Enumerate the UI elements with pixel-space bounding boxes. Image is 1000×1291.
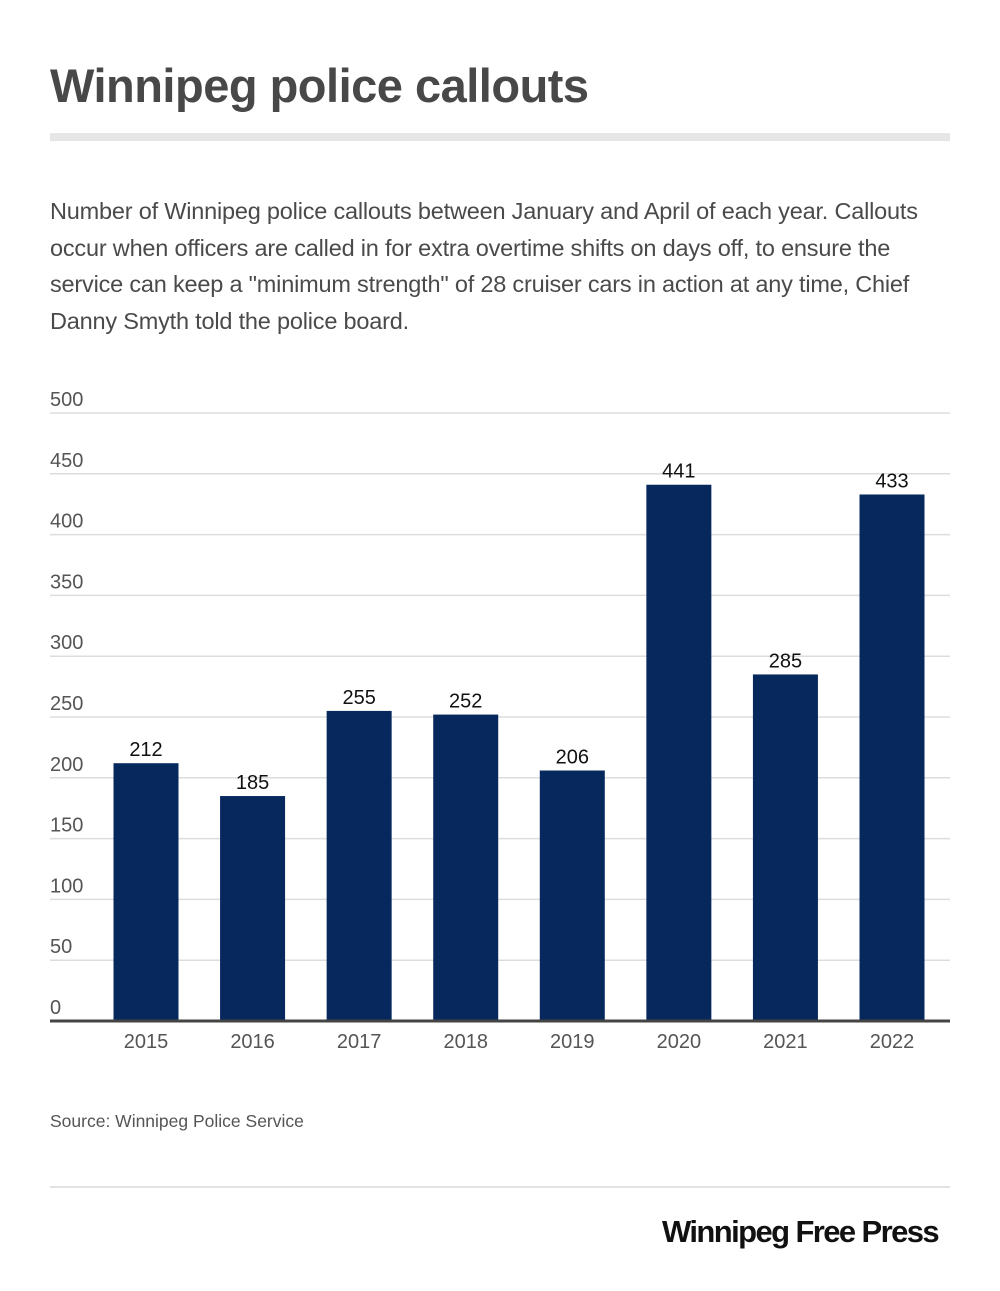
y-tick-label: 250	[50, 693, 83, 715]
y-axis-ticks: 0 50 100 150 200 250 300 350 400 450 500	[50, 389, 83, 1019]
bars	[113, 484, 925, 1021]
footer-divider	[50, 1186, 950, 1188]
value-label-2021: 285	[769, 650, 802, 672]
bar-2021	[752, 674, 818, 1021]
bar-chart: 0 50 100 150 200 250 300 350 400 450 500 212 185 255…	[50, 389, 950, 1053]
publisher-logo: Winnipeg Free Press	[662, 1214, 940, 1249]
source-note: Source: Winnipeg Police Service	[50, 1111, 304, 1131]
value-label-2020: 441	[662, 461, 695, 483]
y-tick-label: 300	[50, 632, 83, 654]
y-tick-label: 450	[50, 450, 83, 472]
bar-2018	[433, 714, 499, 1021]
x-axis-ticks: 2015 2016 2017 2018 2019 2020 2021 2022	[124, 1031, 915, 1053]
value-labels: 212 185 255 252 206 441 285 433	[129, 461, 908, 794]
value-label-2016: 185	[236, 772, 269, 794]
x-tick-label: 2018	[443, 1031, 488, 1053]
bar-2019	[539, 770, 605, 1021]
value-label-2018: 252	[449, 691, 482, 713]
y-tick-label: 50	[50, 936, 72, 958]
x-tick-label: 2017	[337, 1031, 382, 1053]
x-tick-label: 2015	[124, 1031, 169, 1053]
y-tick-label: 0	[50, 997, 61, 1019]
bar-2016	[220, 796, 286, 1021]
bar-2015	[113, 763, 179, 1021]
y-tick-label: 100	[50, 875, 83, 897]
y-tick-label: 150	[50, 815, 83, 837]
gridlines	[50, 412, 950, 961]
value-label-2017: 255	[342, 687, 375, 709]
x-tick-label: 2016	[230, 1031, 275, 1053]
bar-2020	[646, 484, 712, 1021]
value-label-2022: 433	[875, 470, 908, 492]
x-tick-label: 2019	[550, 1031, 595, 1053]
y-tick-label: 350	[50, 571, 83, 593]
bar-2017	[326, 710, 392, 1021]
chart-description: Number of Winnipeg police callouts betwe…	[50, 198, 918, 334]
chart-title: Winnipeg police callouts	[50, 59, 589, 112]
x-tick-label: 2021	[763, 1031, 808, 1053]
bar-2022	[859, 494, 925, 1021]
value-label-2015: 212	[129, 739, 162, 761]
x-tick-label: 2020	[657, 1031, 702, 1053]
y-tick-label: 500	[50, 389, 83, 411]
title-divider	[50, 133, 950, 141]
y-tick-label: 400	[50, 511, 83, 533]
x-tick-label: 2022	[870, 1031, 915, 1053]
value-label-2019: 206	[556, 747, 589, 769]
y-tick-label: 200	[50, 754, 83, 776]
